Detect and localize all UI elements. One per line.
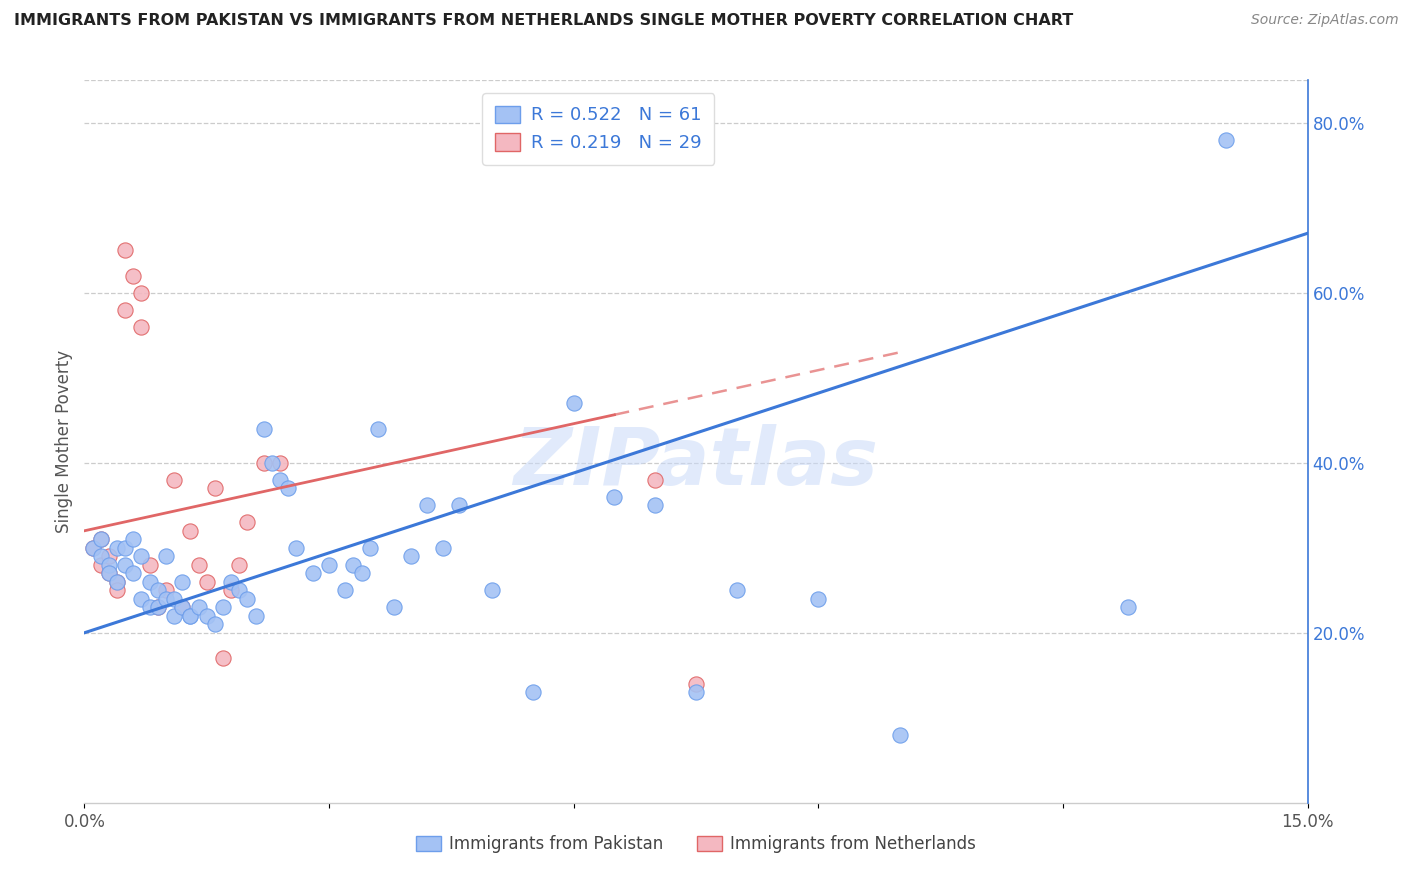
- Text: IMMIGRANTS FROM PAKISTAN VS IMMIGRANTS FROM NETHERLANDS SINGLE MOTHER POVERTY CO: IMMIGRANTS FROM PAKISTAN VS IMMIGRANTS F…: [14, 13, 1073, 29]
- Point: [269, 473, 291, 487]
- Point: [131, 591, 153, 606]
- Point: [138, 574, 160, 589]
- Point: [146, 600, 169, 615]
- Point: [82, 541, 104, 555]
- Point: [1116, 600, 1139, 615]
- Point: [236, 591, 259, 606]
- Legend: Immigrants from Pakistan, Immigrants from Netherlands: Immigrants from Pakistan, Immigrants fro…: [409, 828, 983, 860]
- Point: [163, 473, 186, 487]
- Point: [359, 541, 381, 555]
- Point: [522, 685, 544, 699]
- Point: [335, 583, 357, 598]
- Point: [179, 608, 201, 623]
- Point: [260, 456, 283, 470]
- Point: [97, 566, 120, 581]
- Point: [187, 600, 209, 615]
- Point: [318, 558, 340, 572]
- Point: [146, 583, 169, 598]
- Point: [644, 498, 666, 512]
- Point: [105, 541, 128, 555]
- Y-axis label: Single Mother Poverty: Single Mother Poverty: [55, 350, 73, 533]
- Point: [155, 591, 177, 606]
- Point: [195, 574, 218, 589]
- Point: [416, 498, 439, 512]
- Point: [204, 617, 226, 632]
- Point: [219, 574, 242, 589]
- Point: [212, 600, 235, 615]
- Point: [90, 549, 112, 564]
- Point: [1215, 133, 1237, 147]
- Point: [105, 583, 128, 598]
- Point: [399, 549, 422, 564]
- Text: Source: ZipAtlas.com: Source: ZipAtlas.com: [1251, 13, 1399, 28]
- Point: [131, 285, 153, 300]
- Point: [114, 558, 136, 572]
- Point: [97, 566, 120, 581]
- Point: [342, 558, 364, 572]
- Point: [228, 558, 250, 572]
- Point: [138, 600, 160, 615]
- Point: [253, 422, 276, 436]
- Point: [219, 583, 242, 598]
- Point: [889, 728, 911, 742]
- Text: ZIPatlas: ZIPatlas: [513, 425, 879, 502]
- Point: [187, 558, 209, 572]
- Point: [603, 490, 626, 504]
- Point: [82, 541, 104, 555]
- Point: [725, 583, 748, 598]
- Point: [432, 541, 454, 555]
- Point: [97, 558, 120, 572]
- Point: [131, 549, 153, 564]
- Point: [481, 583, 503, 598]
- Point: [644, 473, 666, 487]
- Point: [562, 396, 585, 410]
- Point: [172, 600, 194, 615]
- Point: [172, 600, 194, 615]
- Point: [146, 600, 169, 615]
- Point: [114, 244, 136, 258]
- Point: [90, 558, 112, 572]
- Point: [350, 566, 373, 581]
- Point: [179, 524, 201, 538]
- Point: [114, 302, 136, 317]
- Point: [163, 608, 186, 623]
- Point: [449, 498, 471, 512]
- Point: [105, 574, 128, 589]
- Point: [155, 549, 177, 564]
- Point: [114, 541, 136, 555]
- Point: [685, 685, 707, 699]
- Point: [367, 422, 389, 436]
- Point: [245, 608, 267, 623]
- Point: [228, 583, 250, 598]
- Point: [277, 481, 299, 495]
- Point: [105, 574, 128, 589]
- Point: [195, 608, 218, 623]
- Point: [236, 516, 259, 530]
- Point: [382, 600, 405, 615]
- Point: [212, 651, 235, 665]
- Point: [685, 677, 707, 691]
- Point: [204, 481, 226, 495]
- Point: [172, 574, 194, 589]
- Point: [253, 456, 276, 470]
- Point: [179, 608, 201, 623]
- Point: [807, 591, 830, 606]
- Point: [90, 533, 112, 547]
- Point: [163, 591, 186, 606]
- Point: [301, 566, 323, 581]
- Point: [97, 549, 120, 564]
- Point: [90, 533, 112, 547]
- Point: [122, 533, 145, 547]
- Point: [285, 541, 308, 555]
- Point: [131, 319, 153, 334]
- Point: [155, 583, 177, 598]
- Point: [122, 566, 145, 581]
- Point: [122, 268, 145, 283]
- Point: [269, 456, 291, 470]
- Point: [138, 558, 160, 572]
